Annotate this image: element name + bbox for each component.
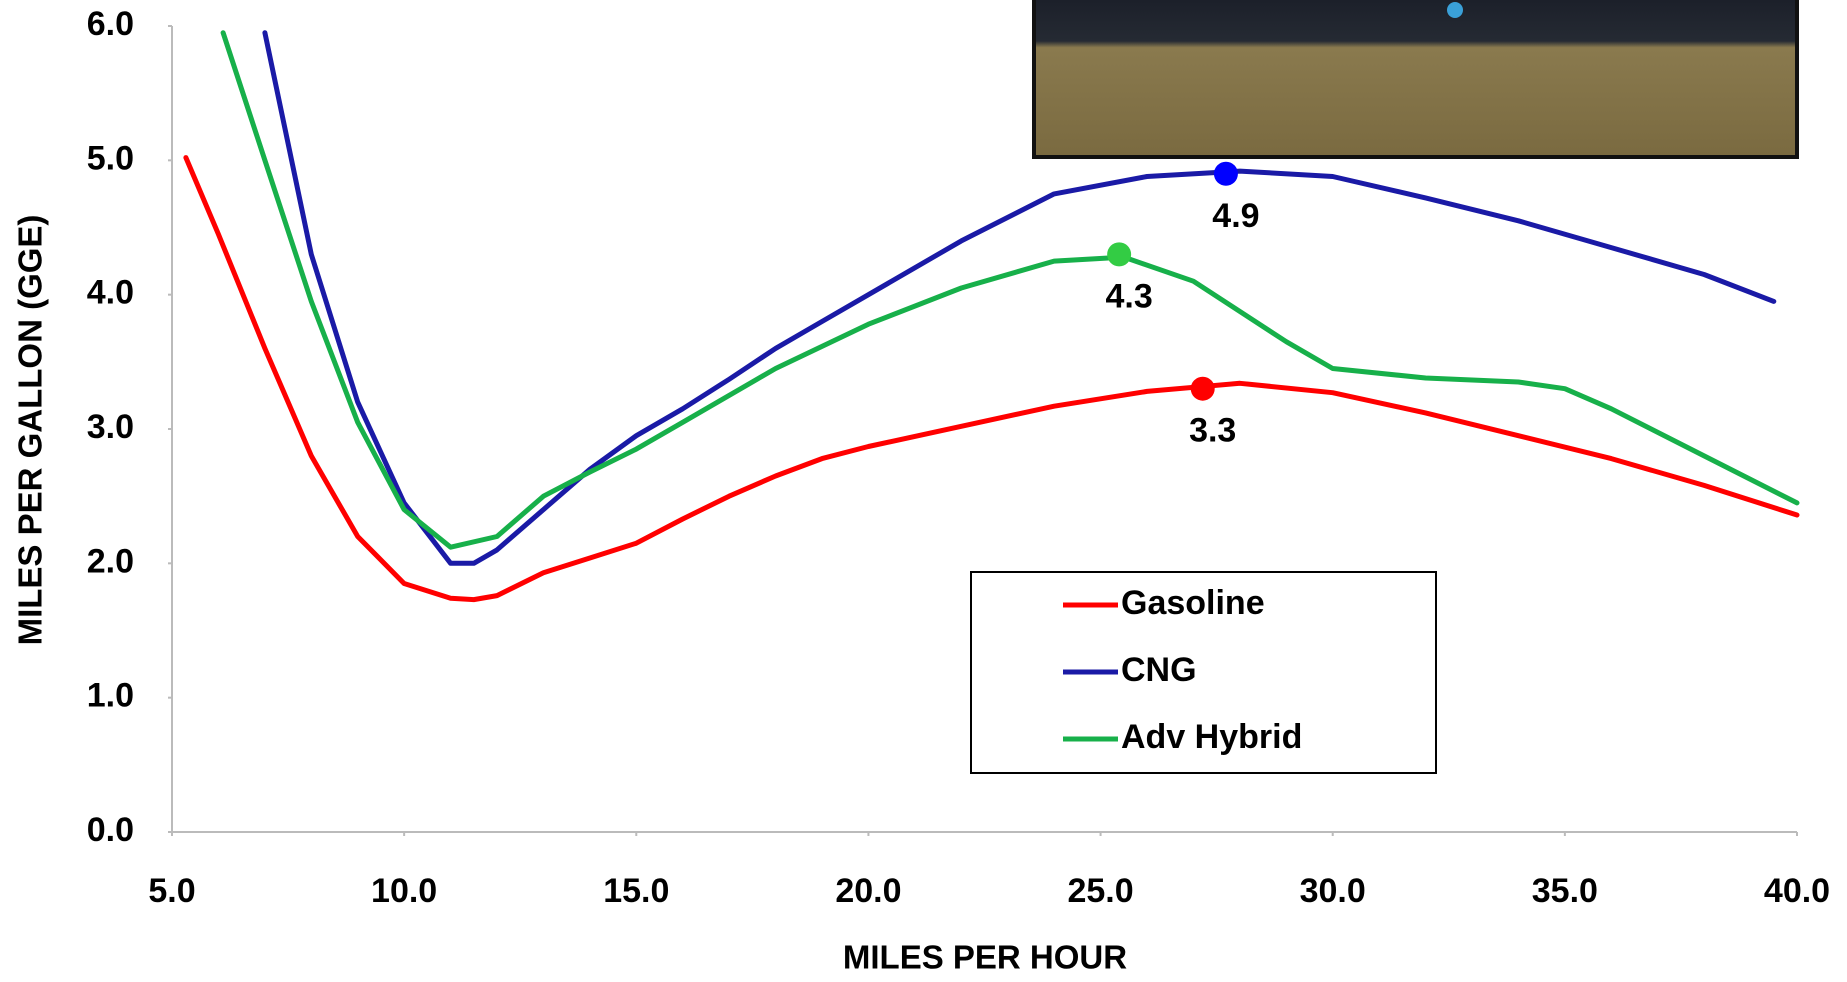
x-tick-label: 5.0 xyxy=(148,872,195,910)
y-tick-label: 4.0 xyxy=(87,274,134,312)
x-tick-label: 15.0 xyxy=(603,872,669,910)
legend-label: Adv Hybrid xyxy=(1121,718,1302,756)
photo-inset xyxy=(1032,0,1799,159)
peak-marker xyxy=(1190,376,1215,401)
x-tick-label: 40.0 xyxy=(1764,872,1830,910)
x-tick-label: 30.0 xyxy=(1300,872,1366,910)
y-axis-title: MILES PER GALLON (GGE) xyxy=(12,215,49,646)
series-line xyxy=(220,30,1800,550)
y-tick-label: 3.0 xyxy=(87,408,134,446)
peak-marker xyxy=(1213,161,1238,186)
legend-box xyxy=(970,571,1437,774)
photo-logo xyxy=(1447,2,1463,18)
y-tick-label: 1.0 xyxy=(87,677,134,715)
x-tick-label: 35.0 xyxy=(1532,872,1598,910)
peak-marker xyxy=(1107,242,1132,267)
y-tick-label: 0.0 xyxy=(87,811,134,849)
value-label: 3.3 xyxy=(1189,412,1236,450)
legend-label: CNG xyxy=(1121,651,1197,689)
photo xyxy=(1032,0,1799,159)
y-tick-label: 2.0 xyxy=(87,542,134,580)
value-label: 4.3 xyxy=(1106,277,1153,315)
series-line xyxy=(262,30,1777,566)
value-label: 4.9 xyxy=(1212,197,1259,235)
x-axis-title: MILES PER HOUR xyxy=(843,939,1127,976)
x-tick-label: 25.0 xyxy=(1067,872,1133,910)
x-tick-label: 10.0 xyxy=(371,872,437,910)
x-tick-label: 20.0 xyxy=(835,872,901,910)
y-tick-label: 6.0 xyxy=(87,5,134,43)
series-line xyxy=(183,155,1800,603)
legend-label: Gasoline xyxy=(1121,584,1265,622)
y-tick-label: 5.0 xyxy=(87,139,134,177)
